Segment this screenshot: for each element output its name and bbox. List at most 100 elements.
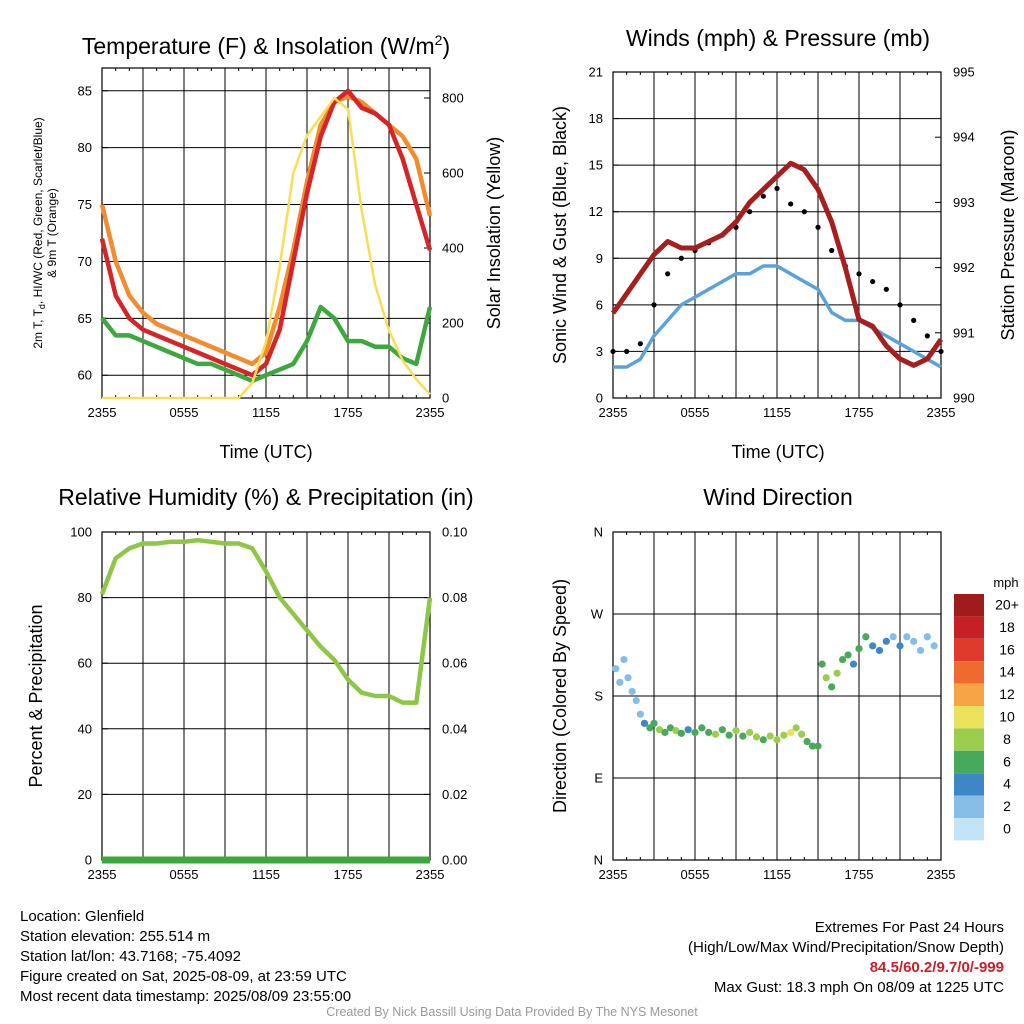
colorbar-swatch — [954, 773, 984, 796]
direction-point — [661, 728, 669, 737]
x-tick-label: 1155 — [252, 867, 280, 882]
y-right-tick-label: 990 — [953, 391, 975, 406]
colorbar-unit: mph — [993, 575, 1018, 590]
direction-point — [705, 728, 713, 737]
direction-point — [746, 728, 754, 737]
station-latlon: Station lat/lon: 43.7168; -75.4092 — [20, 948, 242, 965]
y-tick-label: 80 — [78, 590, 92, 605]
direction-point — [655, 726, 664, 734]
direction-point — [896, 642, 904, 650]
y-tick-label: 21 — [589, 65, 603, 80]
direction-point — [620, 655, 628, 664]
winds-panel: 2355 0555 1155 1755 235503691215182199099199… — [550, 25, 1018, 462]
y-right-tick-label: 994 — [953, 130, 975, 145]
direction-point — [698, 724, 706, 732]
y-right-tick-label: 600 — [442, 166, 464, 181]
direction-point — [650, 719, 658, 727]
direction-point — [822, 674, 830, 682]
direction-point — [711, 730, 720, 738]
x-tick-label: 0555 — [681, 867, 710, 882]
series-line-blue — [613, 264, 942, 369]
direction-point — [833, 669, 841, 677]
x-tick-label: 2355 — [599, 405, 628, 420]
x-tick-label: 2355 — [88, 867, 117, 882]
series-line-yellow — [102, 96, 431, 400]
colorbar-label: 0 — [1003, 821, 1011, 837]
direction-point — [691, 728, 699, 737]
direction-point — [780, 731, 788, 739]
speed-colorbar: mph 20+ 18 16 14 12 10 8 6 4 2 0 — [954, 575, 1019, 841]
max-gust: Max Gust: 18.3 mph On 08/09 at 1225 UTC — [713, 979, 1004, 996]
direction-point — [666, 724, 675, 732]
y-right-axis-label: Solar Insolation (Yellow) — [484, 137, 504, 329]
x-tick-label: 1755 — [334, 405, 363, 420]
y-right-tick-label: 0 — [442, 391, 449, 406]
x-axis-label: Time (UTC) — [219, 442, 312, 462]
extremes-title: Extremes For Past 24 Hours — [814, 919, 1004, 936]
temperature-panel: 2355 0555 1155 1755 2355 60 65 70 75 80 85 0 200 400 6… — [31, 32, 504, 462]
y-tick-label: 75 — [78, 197, 92, 212]
direction-point — [839, 655, 847, 664]
gust-point — [883, 286, 889, 292]
y-tick-label: 0 — [85, 853, 92, 868]
chart-title: Temperature (F) & Insolation (W/m2) — [82, 32, 450, 59]
x-tick-label: 1155 — [763, 867, 791, 882]
direction-point — [849, 660, 858, 668]
direction-point — [923, 633, 931, 641]
direction-point — [855, 645, 863, 653]
extremes-subtitle: (High/Low/Max Wind/Precipitation/Snow De… — [688, 939, 1004, 956]
y-axis-label: Direction (Colored By Speed) — [550, 579, 570, 813]
y-tick-label: 100 — [70, 525, 92, 540]
y-tick-label: 3 — [596, 344, 603, 359]
y-right-tick-label: 993 — [953, 195, 975, 210]
direction-point — [787, 728, 795, 737]
x-tick-label: 1155 — [763, 405, 791, 420]
direction-point — [869, 642, 877, 650]
gust-point — [760, 193, 766, 199]
direction-point — [803, 737, 811, 746]
station-info: Location: Glenfield Station elevation: 2… — [20, 907, 351, 1007]
direction-point — [903, 633, 911, 641]
colorbar-label: 16 — [999, 641, 1015, 657]
gust-point — [829, 247, 835, 254]
y-tick-label: 80 — [78, 140, 92, 155]
colorbar-label: 2 — [1003, 798, 1011, 814]
colorbar-label: 20+ — [995, 597, 1019, 613]
y-tick-label: 0 — [596, 391, 603, 406]
colorbar-swatch — [954, 706, 984, 729]
y-tick-label: 6 — [596, 297, 603, 312]
direction-point — [818, 660, 826, 668]
direction-point — [640, 719, 649, 727]
y-right-tick-label: 800 — [442, 91, 464, 106]
y-right-tick-label: 200 — [442, 316, 464, 331]
x-tick-label: 2355 — [927, 867, 956, 882]
y-axis-label-line2: & 9m T (Orange) — [45, 188, 59, 278]
recent-timestamp: Most recent data timestamp: 2025/08/09 2… — [20, 988, 352, 1005]
direction-point — [624, 674, 632, 682]
series-line-green — [100, 304, 433, 384]
y-right-tick-label: 995 — [953, 65, 975, 80]
y-right-tick-label: 0.02 — [442, 787, 467, 802]
colorbar-label: 12 — [999, 686, 1015, 702]
x-tick-label: 2355 — [599, 867, 628, 882]
y-axis-label: Sonic Wind & Gust (Blue, Black) — [550, 106, 570, 364]
gust-point — [610, 348, 616, 355]
direction-point — [718, 726, 726, 734]
gust-point — [651, 302, 657, 308]
y-right-tick-label: 0.04 — [442, 721, 467, 736]
colorbar-label: 14 — [999, 664, 1015, 680]
colorbar-swatch — [954, 750, 984, 774]
figure-created: Figure created on Sat, 2025-08-09, at 23… — [20, 968, 347, 985]
gust-point — [938, 348, 944, 355]
direction-point — [739, 732, 747, 740]
x-tick-label: 1155 — [252, 405, 280, 420]
direction-point — [828, 683, 836, 691]
y-tick-label: 18 — [589, 111, 603, 126]
direction-point — [672, 727, 680, 735]
x-tick-label: 2355 — [88, 405, 117, 420]
colorbar-swatch — [954, 594, 984, 617]
direction-point — [910, 637, 918, 645]
colorbar-swatch — [954, 683, 984, 706]
series-line-rh — [99, 537, 433, 705]
